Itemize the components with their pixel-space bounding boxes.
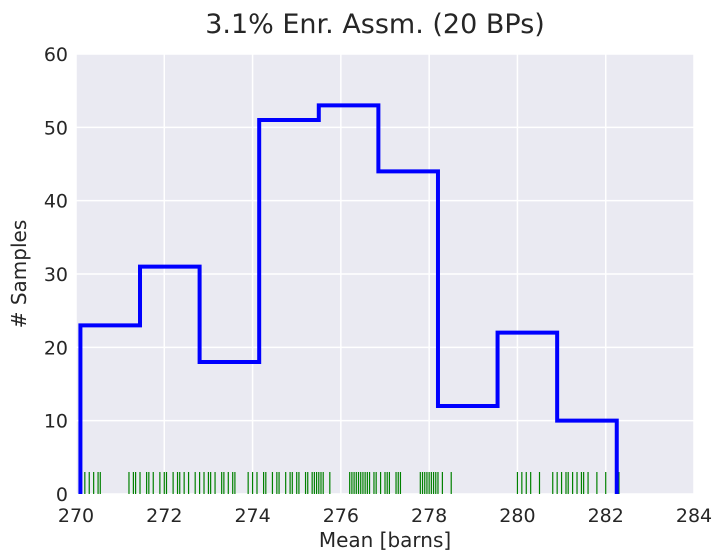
x-tick-label: 284 — [676, 505, 712, 527]
x-tick-label: 278 — [411, 505, 447, 527]
x-tick-label: 270 — [58, 505, 94, 527]
histogram-step-line — [78, 103, 619, 494]
y-tick-label: 60 — [44, 44, 68, 66]
x-tick-label: 282 — [588, 505, 624, 527]
y-tick-label: 30 — [44, 264, 68, 286]
y-tick-label: 10 — [44, 411, 68, 433]
y-tick-label: 40 — [44, 191, 68, 213]
y-tick-label: 20 — [44, 337, 68, 359]
x-tick-label: 272 — [146, 505, 182, 527]
y-tick-labels: 0 10 20 30 40 50 60 — [44, 44, 68, 506]
x-tick-label: 274 — [234, 505, 270, 527]
x-axis-label: Mean [barns] — [319, 528, 451, 552]
x-tick-labels: 270 272 274 276 278 280 282 284 — [58, 505, 712, 527]
y-tick-label: 0 — [56, 484, 68, 506]
y-tick-label: 50 — [44, 117, 68, 139]
chart-title: 3.1% Enr. Assm. (20 BPs) — [205, 9, 545, 40]
x-tick-label: 280 — [499, 505, 535, 527]
x-tick-label: 276 — [323, 505, 359, 527]
rug-plot — [84, 472, 620, 494]
y-axis-label: # Samples — [7, 220, 31, 329]
